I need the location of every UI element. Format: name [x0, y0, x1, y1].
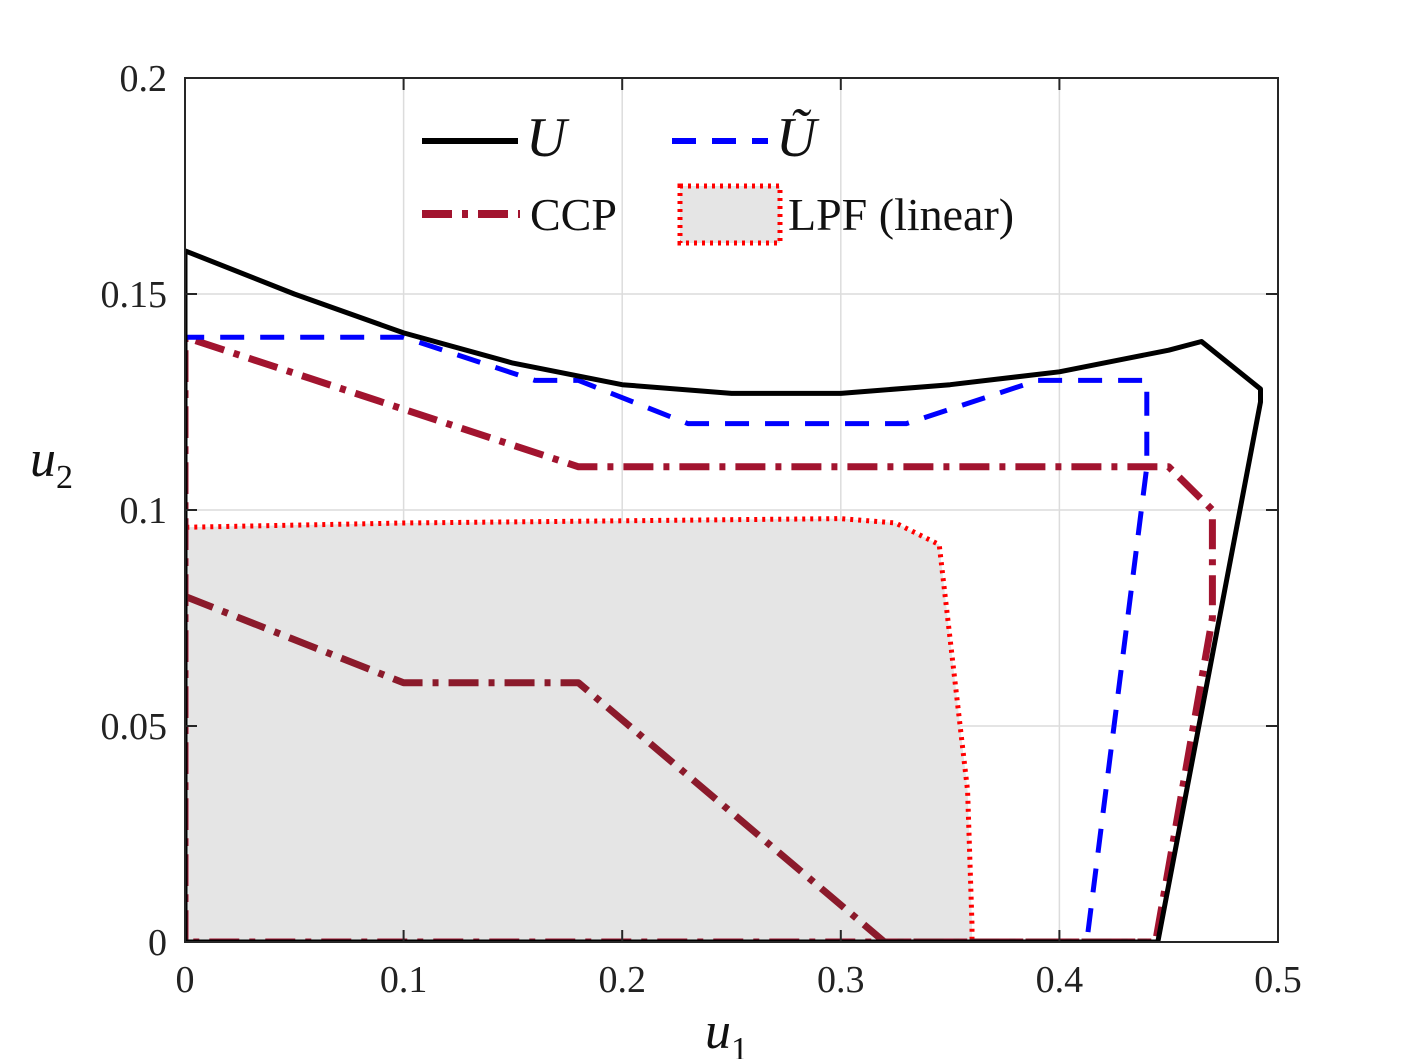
legend-label-u: U — [526, 107, 570, 169]
y-tick-label: 0 — [148, 922, 167, 964]
legend: U Ũ CCP LPF (linear) — [422, 107, 1014, 246]
x-axis-ticks: 0 0.1 0.2 0.3 0.4 0.5 — [176, 78, 1302, 1001]
x-tick-label: 0.5 — [1254, 959, 1302, 1001]
legend-label-lpf: LPF (linear) — [788, 189, 1014, 240]
y-tick-label: 0.05 — [101, 706, 168, 748]
y-axis-ticks: 0 0.05 0.1 0.15 0.2 — [101, 58, 1278, 964]
series-fill-lpf-linear- — [185, 518, 972, 942]
y-tick-label: 0.2 — [120, 58, 168, 100]
grid-lines — [185, 78, 1278, 942]
y-tick-label: 0.1 — [120, 490, 168, 532]
legend-swatch-lpf — [677, 183, 783, 246]
legend-label-ccp: CCP — [530, 189, 617, 240]
x-tick-label: 0.2 — [598, 959, 646, 1001]
series-line-ccp-inner — [185, 593, 1147, 942]
series-lines — [185, 248, 1263, 942]
x-tick-label: 0 — [176, 959, 195, 1001]
y-axis-label-main: u — [30, 431, 56, 488]
series-line-ccp — [185, 333, 1216, 942]
x-tick-label: 0.4 — [1036, 959, 1084, 1001]
series-line-u-tilde — [185, 334, 1150, 942]
series-line-lpf-linear- — [185, 516, 975, 942]
y-axis-label: u2 — [30, 431, 73, 496]
x-tick-label: 0.1 — [380, 959, 428, 1001]
legend-label-u-tilde: Ũ — [776, 107, 820, 169]
x-axis-label-subscript: 1 — [731, 1031, 748, 1059]
x-axis-label-main: u — [705, 1003, 731, 1059]
x-axis-label: u1 — [705, 1003, 748, 1059]
y-tick-label: 0.15 — [101, 274, 168, 316]
x-tick-label: 0.3 — [817, 959, 865, 1001]
series-line-u — [185, 248, 1263, 942]
area-fills — [185, 518, 972, 942]
y-axis-label-subscript: 2 — [56, 459, 73, 496]
